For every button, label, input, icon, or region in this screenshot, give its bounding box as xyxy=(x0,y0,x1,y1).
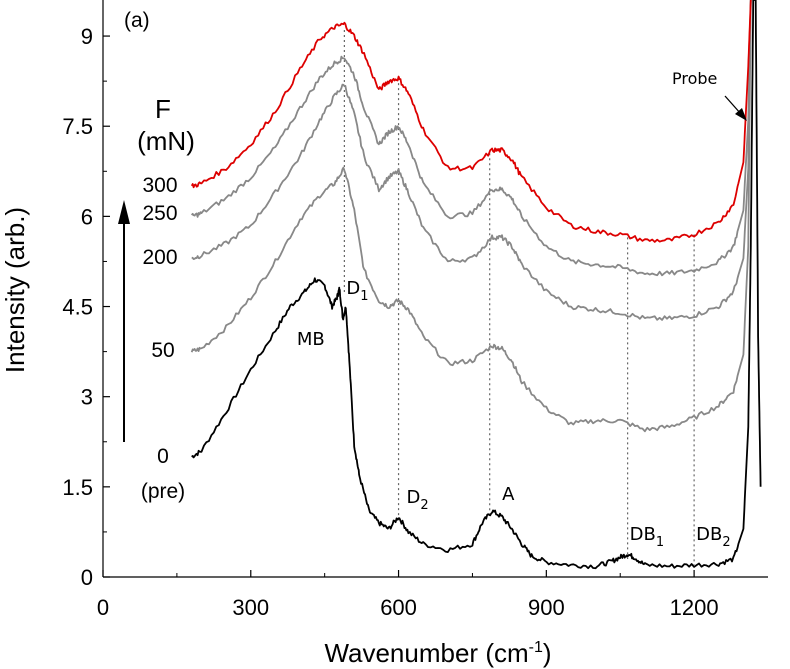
series-label-0: 0 xyxy=(157,445,169,468)
y-tick-label: 1.5 xyxy=(62,475,93,500)
peak-labels: MB D1 D2 A DB1 DB2 xyxy=(297,278,731,550)
series-label-50: 50 xyxy=(151,339,174,362)
axis-ticks: 0 1.5 3 4.5 6 7.5 9 0 300 600 900 1200 xyxy=(62,24,718,620)
series-line-300 xyxy=(190,0,752,243)
series-line-200 xyxy=(191,0,752,321)
y-tick-label: 6 xyxy=(81,204,93,229)
peak-label: A xyxy=(502,484,515,505)
series-line-50 xyxy=(190,0,752,433)
probe-arrow xyxy=(724,95,742,115)
series-labels: 0 (pre) 50 200 250 300 xyxy=(141,174,185,503)
series-line-0 xyxy=(191,0,762,570)
probe-label: Probe xyxy=(672,69,717,88)
peak-label: D1 xyxy=(346,278,368,304)
peak-label: MB xyxy=(297,329,325,350)
y-tick-label: 4.5 xyxy=(62,295,93,320)
y-axis-title: Intensity (arb.) xyxy=(0,207,30,373)
series-label-300: 300 xyxy=(142,174,177,197)
x-tick-label: 0 xyxy=(97,595,109,620)
peak-label: DB1 xyxy=(630,524,665,550)
probe-arrow-head xyxy=(735,108,747,121)
y-tick-label: 7.5 xyxy=(62,114,93,139)
series-label-sub: (pre) xyxy=(141,480,185,503)
panel-label: (a) xyxy=(124,9,150,32)
legend-title-force: F xyxy=(155,94,171,124)
y-tick-label: 9 xyxy=(81,24,93,49)
x-tick-label: 600 xyxy=(380,595,417,620)
series-line-250 xyxy=(190,0,752,277)
legend-title-unit: (mN) xyxy=(137,126,195,156)
axes xyxy=(102,0,768,578)
series-label-200: 200 xyxy=(142,246,177,269)
force-arrow-head xyxy=(118,200,130,224)
x-tick-label: 300 xyxy=(232,595,269,620)
spectra-series xyxy=(190,0,762,570)
peak-label: D2 xyxy=(407,487,429,513)
reference-lines xyxy=(343,30,695,565)
series-label-250: 250 xyxy=(142,202,177,225)
y-tick-label: 0 xyxy=(81,565,93,590)
x-tick-label: 900 xyxy=(528,595,565,620)
y-tick-label: 3 xyxy=(81,385,93,410)
x-axis-title: Wavenumber (cm-1) xyxy=(324,638,551,668)
x-tick-label: 1200 xyxy=(670,595,719,620)
peak-label: DB2 xyxy=(696,524,731,550)
